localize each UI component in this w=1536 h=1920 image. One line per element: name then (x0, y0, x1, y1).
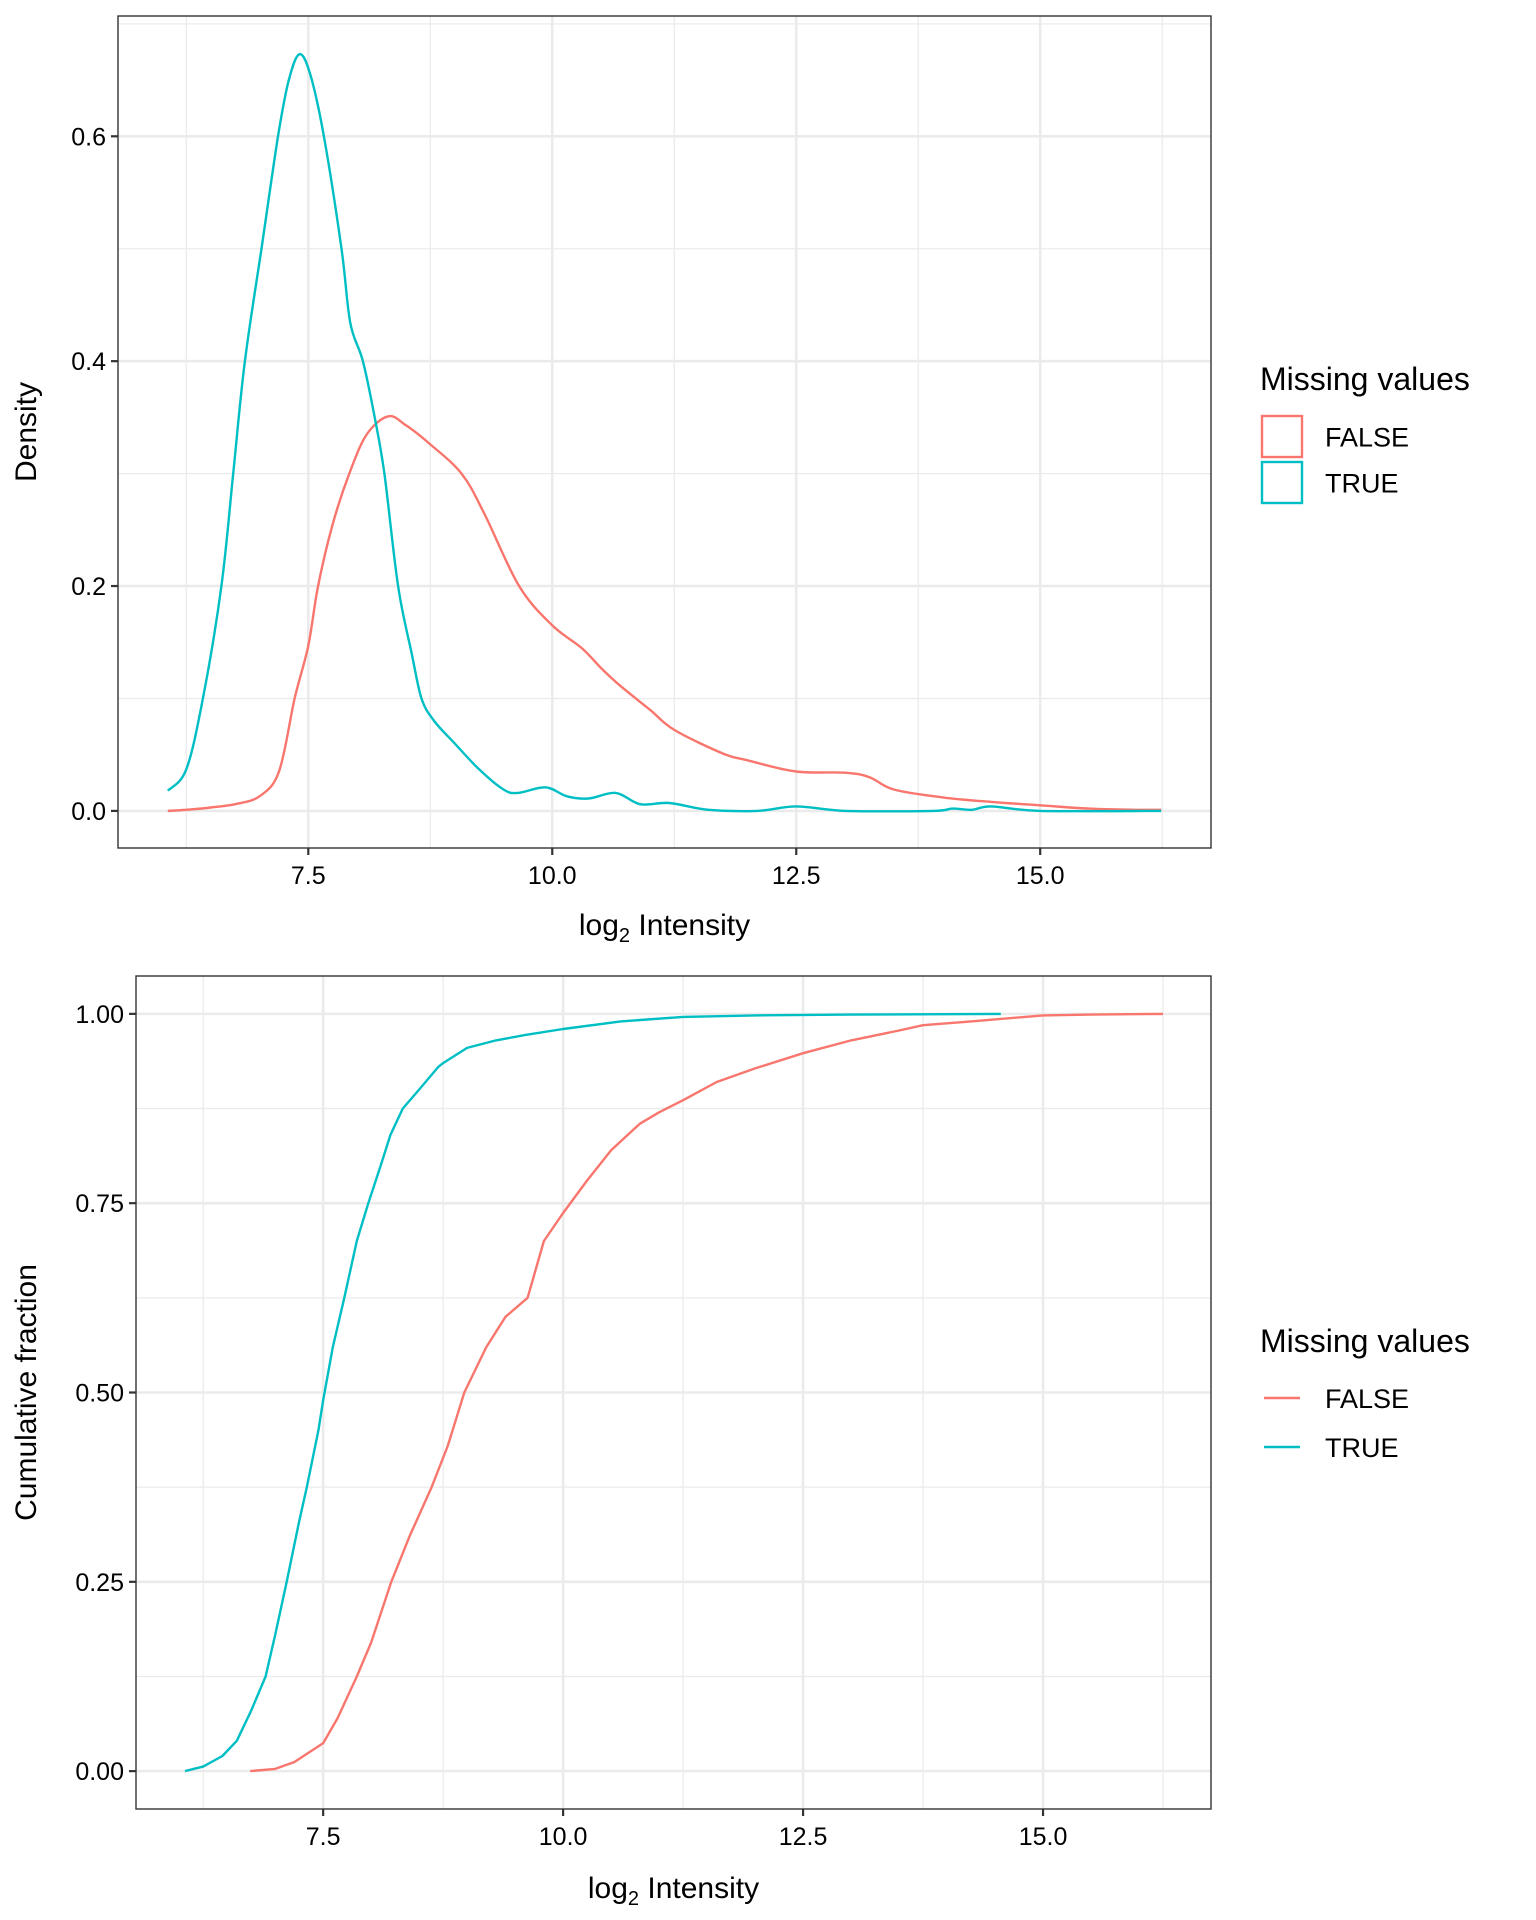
ecdf-y-tick-label: 0.75 (75, 1190, 124, 1218)
ecdf-gridlines (136, 976, 1211, 1809)
legend-label: TRUE (1325, 1433, 1399, 1463)
density-legend-item-false: FALSE (1260, 414, 1409, 459)
ecdf-curves (184, 1012, 1164, 1773)
density-x-tick-label: 12.5 (772, 862, 821, 890)
density-y-tick-labels: 0.0 0.2 0.4 0.6 (71, 123, 106, 826)
legend-key-box (1260, 414, 1304, 459)
density-panel-border (117, 15, 1212, 849)
density-x-tick-label: 10.0 (528, 862, 577, 890)
density-x-tick-label: 15.0 (1016, 862, 1065, 890)
ecdf-x-tick-labels: 7.5 10.0 12.5 15.0 (306, 1823, 1068, 1851)
density-curves (166, 52, 1162, 813)
legend-label: FALSE (1325, 1384, 1409, 1414)
density-legend-item-true: TRUE (1260, 460, 1399, 505)
ecdf-x-tick-label: 12.5 (779, 1823, 828, 1851)
density-y-axis-title: Density (10, 382, 43, 482)
ecdf-x-tick-label: 7.5 (306, 1823, 341, 1851)
ecdf-y-tick-label: 1.00 (75, 1001, 124, 1029)
density-curve-false (167, 414, 1162, 813)
ecdf-chart: 0.00 0.25 0.50 0.75 1.00 7.5 10.0 12.5 15.0 log… (10, 975, 1470, 1910)
ecdf-curve-true (184, 1012, 1001, 1773)
density-x-axis-title: log2 Intensity (579, 909, 750, 947)
legend-label: TRUE (1325, 469, 1399, 499)
ecdf-legend-title: Missing values (1260, 1323, 1470, 1359)
ecdf-x-axis-title: log2 Intensity (588, 1872, 759, 1910)
ecdf-legend-item-true: TRUE (1264, 1433, 1399, 1463)
ecdf-y-axis-title: Cumulative fraction (10, 1264, 43, 1521)
ecdf-legend: Missing values FALSE TRUE (1260, 1323, 1470, 1463)
ecdf-curve-false (250, 1012, 1164, 1773)
ecdf-y-tick-label: 0.25 (75, 1569, 124, 1597)
ecdf-x-tick-label: 15.0 (1019, 1823, 1068, 1851)
density-legend: Missing values FALSE TRUE (1260, 361, 1470, 505)
ecdf-x-tick-label: 10.0 (539, 1823, 588, 1851)
density-axis-ticks (111, 135, 1042, 855)
ecdf-axis-ticks (129, 1012, 1045, 1816)
density-y-tick-label: 0.2 (71, 573, 106, 601)
ecdf-y-tick-label: 0.50 (75, 1380, 124, 1408)
legend-label: FALSE (1325, 423, 1409, 453)
density-curve-true (166, 52, 1162, 813)
density-y-tick-label: 0.4 (71, 348, 106, 376)
ecdf-y-tick-labels: 0.00 0.25 0.50 0.75 1.00 (75, 1001, 124, 1786)
density-y-tick-label: 0.6 (71, 123, 106, 151)
density-x-tick-labels: 7.5 10.0 12.5 15.0 (291, 862, 1065, 890)
ecdf-y-tick-label: 0.00 (75, 1758, 124, 1786)
density-chart: 0.0 0.2 0.4 0.6 7.5 10.0 12.5 15.0 log2 Intens… (10, 15, 1470, 947)
density-x-tick-label: 7.5 (291, 862, 326, 890)
density-legend-title: Missing values (1260, 361, 1470, 397)
ecdf-legend-item-false: FALSE (1264, 1384, 1409, 1414)
legend-key-box (1260, 460, 1304, 505)
density-y-tick-label: 0.0 (71, 798, 106, 826)
